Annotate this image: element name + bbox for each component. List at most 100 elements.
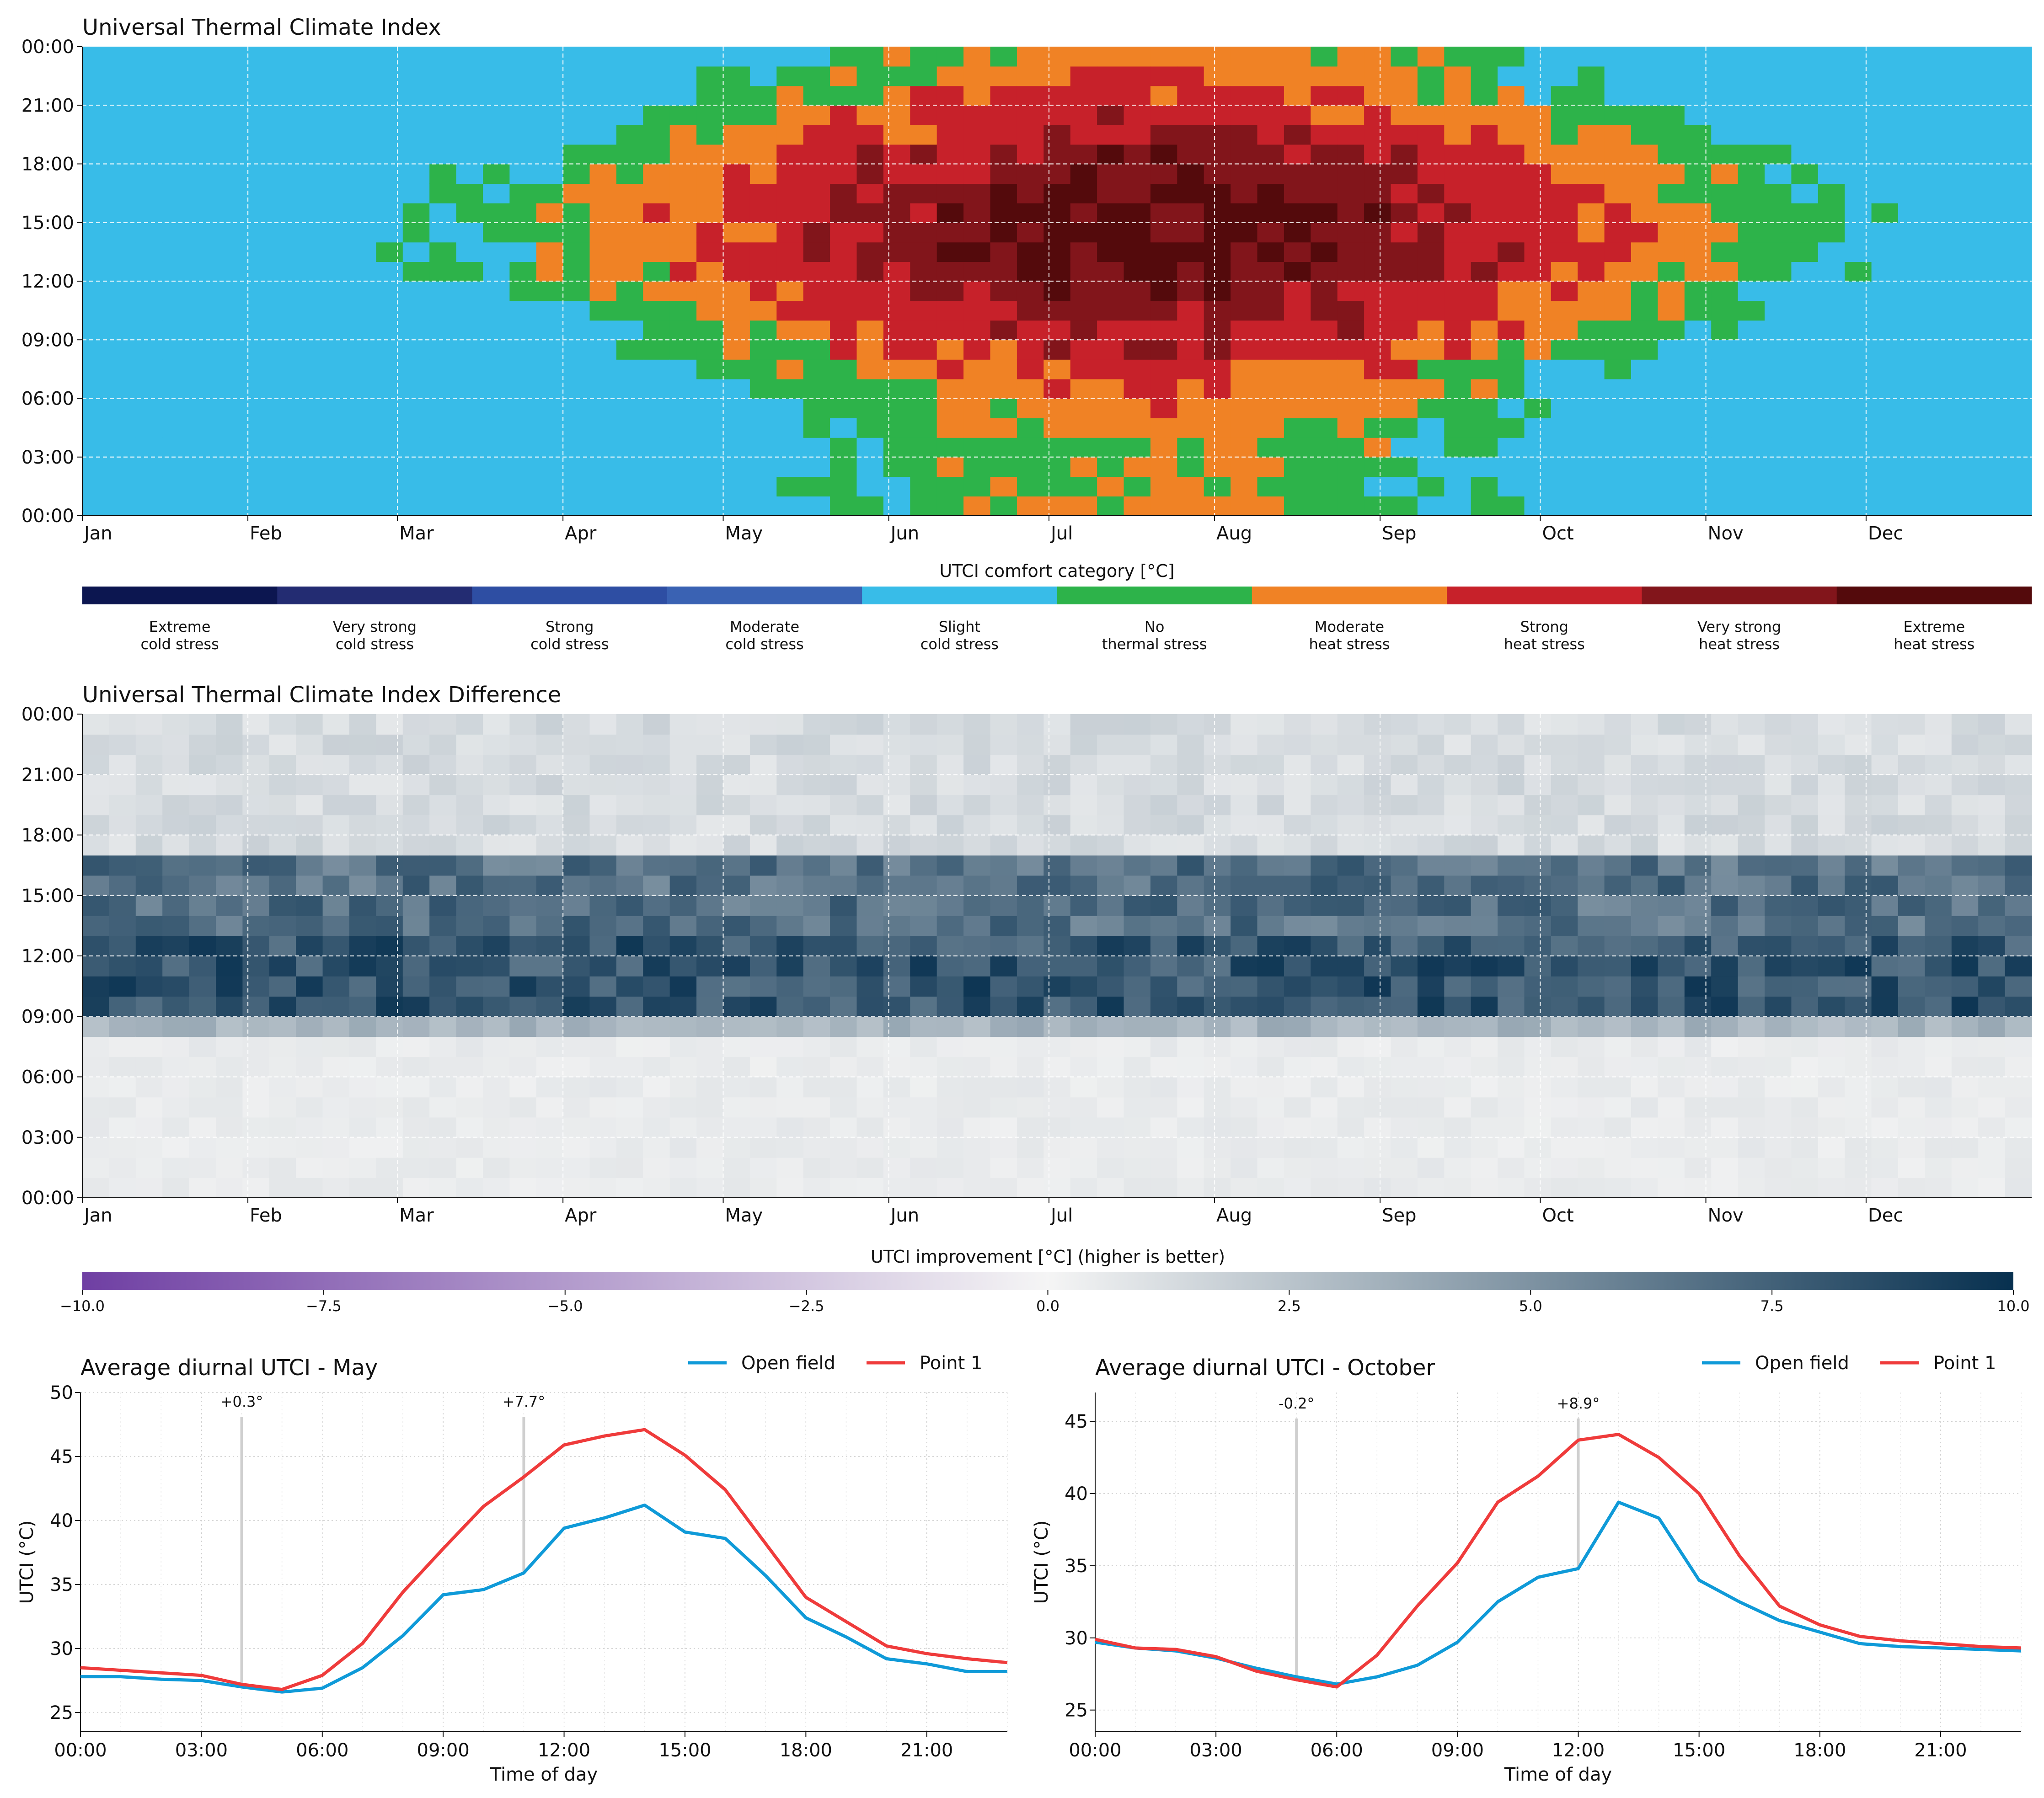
heatmap-cell [1871, 183, 1899, 203]
heatmap-cell [1738, 935, 1765, 956]
heatmap-cell [429, 774, 457, 795]
heatmap-cell [1791, 734, 1819, 755]
heatmap-cell [509, 66, 537, 86]
heatmap-cell [135, 125, 163, 145]
heatmap-cell [135, 855, 163, 876]
heatmap-cell [429, 1177, 457, 1198]
heatmap-cell [723, 895, 750, 916]
heatmap-cell [1711, 976, 1739, 997]
heatmap-cell [1818, 734, 1845, 755]
heatmap-cell [1017, 398, 1044, 418]
heatmap-cell [82, 875, 110, 896]
heatmap-cell [1444, 125, 1471, 145]
y-tick-label: 06:00 [21, 389, 74, 410]
x-tick-label: 06:00 [296, 1740, 348, 1761]
heatmap-cell [1017, 105, 1044, 125]
heatmap-cell [349, 476, 377, 496]
heatmap-cell [376, 418, 403, 438]
heatmap-cell [1284, 895, 1311, 916]
heatmap-cell [856, 996, 884, 1017]
heatmap-cell [1097, 47, 1124, 67]
heatmap-cell [589, 996, 617, 1017]
heatmap-cell [990, 754, 1017, 775]
heatmap-cell [1658, 242, 1685, 262]
heatmap-cell [1658, 261, 1685, 282]
heatmap-cell [376, 379, 403, 399]
heatmap-cell [1231, 895, 1258, 916]
heatmap-cell [563, 379, 590, 399]
heatmap-cell [296, 457, 323, 477]
heatmap-cell [296, 976, 323, 997]
heatmap-cell [1150, 379, 1178, 399]
heatmap-cell [1017, 754, 1044, 775]
heatmap-cell [1150, 125, 1178, 145]
heatmap-cell [643, 183, 670, 203]
heatmap-cell [1124, 398, 1151, 418]
heatmap-cell [883, 915, 911, 936]
heatmap-cell [509, 1137, 537, 1158]
heatmap-cell [162, 1137, 190, 1158]
heatmap-cell [1204, 714, 1231, 735]
heatmap-cell [1871, 164, 1899, 184]
heatmap-cell [1471, 915, 1498, 936]
heatmap-cell [1070, 734, 1097, 755]
heatmap-cell [509, 242, 537, 262]
heatmap-cell [883, 398, 911, 418]
heatmap-cell [349, 85, 377, 106]
heatmap-cell [1925, 164, 1952, 184]
heatmap-cell [1845, 105, 1872, 125]
heatmap-cell [1711, 754, 1739, 775]
heatmap-cell [910, 1016, 937, 1037]
heatmap-cell [589, 203, 617, 223]
heatmap-cell [883, 281, 911, 301]
heatmap-cell [696, 457, 724, 477]
heatmap-cell [1017, 125, 1044, 145]
heatmap-cell [1524, 915, 1552, 936]
heatmap-cell [1257, 340, 1284, 360]
heatmap-cell [82, 418, 110, 438]
chart-title: Average diurnal UTCI - May [80, 1355, 378, 1381]
heatmap-cell [883, 976, 911, 997]
heatmap-cell [1498, 125, 1525, 145]
heatmap-cell [1871, 895, 1899, 916]
heatmap-cell [1204, 359, 1231, 379]
heatmap-cell [1658, 935, 1685, 956]
heatmap-cell [1204, 340, 1231, 360]
heatmap-cell [1738, 1117, 1765, 1138]
heatmap-cell [1471, 340, 1498, 360]
heatmap-cell [856, 359, 884, 379]
heatmap-cell [1684, 222, 1712, 243]
heatmap-cell [1311, 359, 1338, 379]
heatmap-cell [1765, 1036, 1792, 1057]
heatmap-cell [1231, 795, 1258, 816]
heatmap-cell [830, 203, 857, 223]
heatmap-cell [1818, 496, 1845, 516]
heatmap-cell [1845, 855, 1872, 876]
heatmap-cell [1150, 1177, 1178, 1198]
heatmap-cell [856, 1137, 884, 1158]
heatmap-cell [2005, 379, 2032, 399]
heatmap-cell [269, 398, 296, 418]
heatmap-cell [1524, 1177, 1552, 1198]
heatmap-cell [1337, 300, 1364, 321]
heatmap-cell [1524, 714, 1552, 735]
heatmap-cell [669, 795, 697, 816]
heatmap-cell [1231, 242, 1258, 262]
heatmap-cell [322, 1137, 350, 1158]
heatmap-cell [1444, 398, 1471, 418]
heatmap-cell [1337, 379, 1364, 399]
heatmap-cell [1471, 1137, 1498, 1158]
heatmap-cell [990, 222, 1017, 243]
heatmap-cell [2005, 437, 2032, 458]
heatmap-cell [723, 1177, 750, 1198]
heatmap-cell [1043, 476, 1071, 496]
heatmap-cell [1818, 183, 1845, 203]
heatmap-cell [296, 996, 323, 1017]
heatmap-cell [1070, 125, 1097, 145]
heatmap-cell [1150, 85, 1178, 106]
heatmap-cell [1765, 47, 1792, 67]
heatmap-cell [1231, 1056, 1258, 1078]
heatmap-cell [1658, 1036, 1685, 1057]
heatmap-cell [349, 1157, 377, 1178]
heatmap-cell [830, 183, 857, 203]
